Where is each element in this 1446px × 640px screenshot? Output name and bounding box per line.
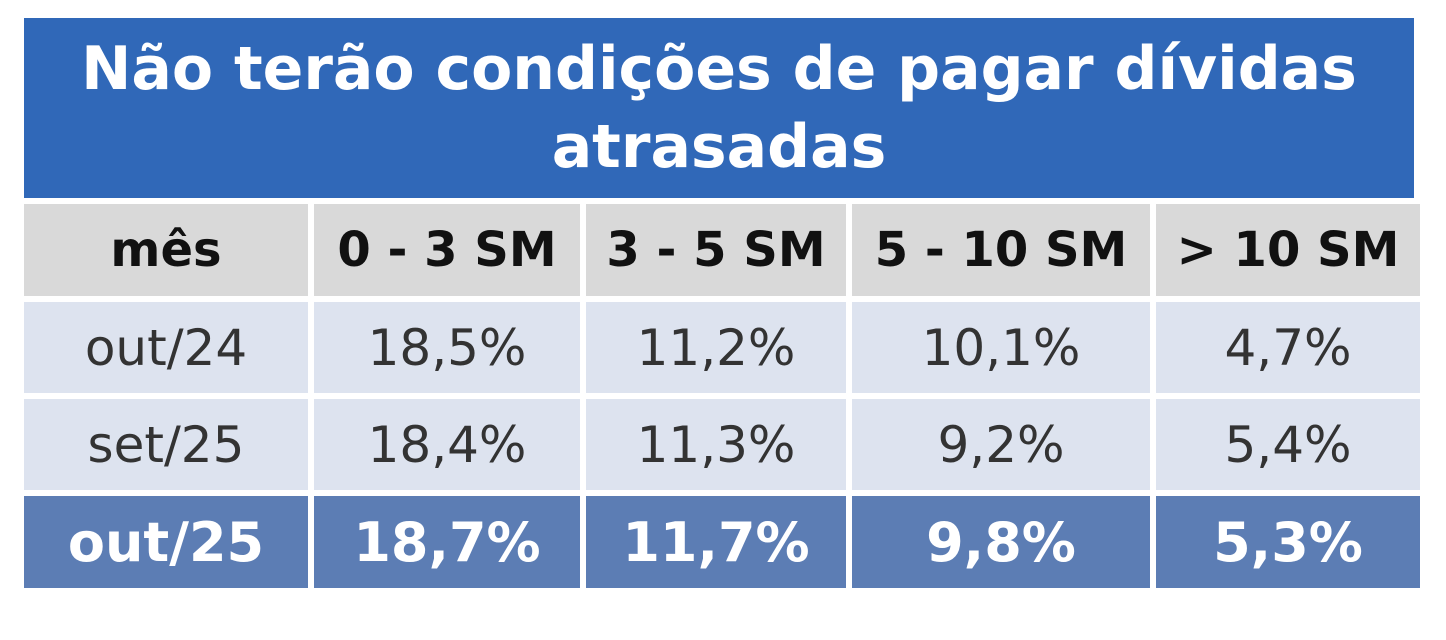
row-label-out-24: out/24	[24, 302, 308, 393]
column-header-over-10-sm: > 10 SM	[1156, 204, 1420, 296]
table-cell: 11,2%	[586, 302, 846, 393]
table-cell: 9,2%	[852, 399, 1150, 490]
column-header-0-3-sm: 0 - 3 SM	[314, 204, 580, 296]
column-header-month: mês	[24, 204, 308, 296]
table-grid: mês 0 - 3 SM 3 - 5 SM 5 - 10 SM > 10 SM …	[24, 204, 1420, 588]
table-cell-highlighted: 5,3%	[1156, 496, 1420, 588]
column-header-5-10-sm: 5 - 10 SM	[852, 204, 1150, 296]
table-cell: 4,7%	[1156, 302, 1420, 393]
table-title-bar: Não terão condições de pagar dívidas atr…	[24, 18, 1414, 198]
column-header-3-5-sm: 3 - 5 SM	[586, 204, 846, 296]
row-label-set-25: set/25	[24, 399, 308, 490]
income-debt-table: Não terão condições de pagar dívidas atr…	[24, 18, 1420, 588]
table-cell: 18,4%	[314, 399, 580, 490]
table-cell-highlighted: 18,7%	[314, 496, 580, 588]
table-cell: 5,4%	[1156, 399, 1420, 490]
table-cell: 11,3%	[586, 399, 846, 490]
table-cell: 18,5%	[314, 302, 580, 393]
table-title: Não terão condições de pagar dívidas atr…	[81, 34, 1357, 182]
table-cell-highlighted: 9,8%	[852, 496, 1150, 588]
table-cell-highlighted: 11,7%	[586, 496, 846, 588]
row-label-out-25: out/25	[24, 496, 308, 588]
table-cell: 10,1%	[852, 302, 1150, 393]
